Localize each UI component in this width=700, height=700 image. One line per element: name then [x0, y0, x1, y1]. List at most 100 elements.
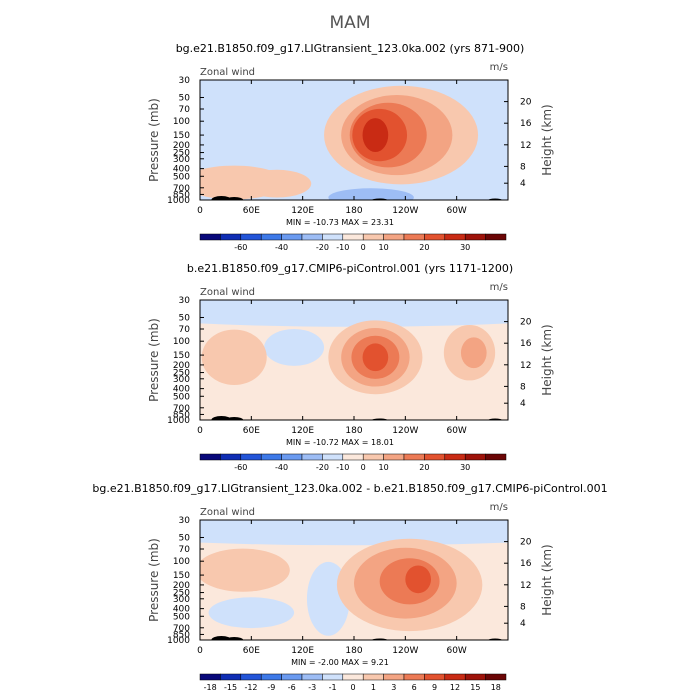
y-tick-label: 250 — [173, 149, 190, 159]
y-tick-label: 250 — [173, 369, 190, 379]
y-axis-label: Pressure (mb) — [147, 318, 161, 402]
x-tick-label: 120W — [392, 646, 418, 656]
x-tick-label: 60W — [446, 426, 466, 436]
colorbar-label: 9 — [432, 683, 437, 692]
colorbar-label: -12 — [244, 683, 257, 692]
y-tick-label: 100 — [173, 337, 190, 347]
colorbar-label: -40 — [275, 243, 288, 252]
y-right-tick-label: 12 — [520, 141, 531, 151]
colorbar-label: -10 — [336, 463, 349, 472]
contour-region — [362, 343, 389, 372]
colorbar-label: 1 — [371, 683, 376, 692]
colorbar-swatch — [403, 453, 425, 461]
colorbar-swatch — [281, 233, 303, 241]
colorbar-swatch — [260, 453, 282, 461]
y-tick-label: 500 — [173, 392, 190, 402]
colorbar-label: 30 — [460, 463, 470, 472]
y-tick-label: 200 — [173, 581, 190, 591]
y-tick-label: 50 — [179, 93, 191, 103]
y-right-tick-label: 16 — [520, 339, 532, 349]
x-tick-label: 120W — [392, 206, 418, 216]
stats-label: MIN = -2.00 MAX = 9.21 — [291, 658, 389, 667]
colorbar-swatch — [424, 233, 446, 241]
topography — [225, 637, 244, 640]
colorbar-swatch — [281, 453, 303, 461]
variable-label: Zonal wind — [200, 287, 255, 298]
panel-title: bg.e21.B1850.f09_g17.LIGtransient_123.0k… — [92, 482, 607, 495]
colorbar-swatch — [403, 673, 425, 681]
colorbar-label: 30 — [460, 243, 470, 252]
y-tick-label: 50 — [179, 313, 191, 323]
y-tick-label: 1000 — [167, 196, 190, 206]
colorbar-label: 15 — [470, 683, 480, 692]
colorbar-swatch — [220, 233, 242, 241]
y-tick-label: 30 — [179, 516, 191, 526]
y-tick-label: 400 — [173, 605, 190, 615]
y-tick-label: 1000 — [167, 636, 190, 646]
units-label: m/s — [490, 502, 508, 513]
y-tick-label: 850 — [173, 190, 190, 200]
y-right-tick-label: 16 — [520, 559, 532, 569]
y-right-tick-label: 4 — [520, 399, 526, 409]
colorbar-swatch — [342, 673, 364, 681]
colorbar-swatch — [301, 453, 323, 461]
y-right-tick-label: 20 — [520, 98, 532, 108]
panel-title: b.e21.B1850.f09_g17.CMIP6-piControl.001 … — [187, 262, 513, 275]
colorbar-swatch — [485, 673, 507, 681]
colorbar-swatch — [485, 233, 507, 241]
colorbar-swatch — [424, 673, 446, 681]
colorbar-swatch — [362, 453, 384, 461]
x-tick-label: 180 — [345, 426, 362, 436]
y-right-tick-label: 8 — [520, 602, 526, 612]
contour-region — [460, 337, 487, 369]
colorbar-label: -18 — [204, 683, 217, 692]
y-tick-label: 300 — [173, 595, 190, 605]
contour-region — [362, 118, 389, 153]
colorbar-label: 20 — [419, 463, 429, 472]
y-axis-label: Pressure (mb) — [147, 538, 161, 622]
topography — [225, 417, 244, 420]
colorbar-swatch — [240, 453, 262, 461]
contour-region — [208, 597, 295, 629]
y-right-tick-label: 20 — [520, 538, 532, 548]
stats-label: MIN = -10.73 MAX = 23.31 — [286, 218, 394, 227]
colorbar-label: -40 — [275, 463, 288, 472]
colorbar-swatch — [260, 673, 282, 681]
x-tick-label: 60E — [243, 646, 260, 656]
colorbar-label: -20 — [316, 463, 329, 472]
colorbar-swatch — [383, 453, 405, 461]
colorbar-swatch — [464, 233, 486, 241]
x-tick-label: 0 — [197, 426, 203, 436]
colorbar-swatch — [301, 673, 323, 681]
colorbar-swatch — [240, 673, 262, 681]
y-right-axis-label: Height (km) — [540, 104, 554, 175]
y-tick-label: 300 — [173, 375, 190, 385]
colorbar-swatch — [424, 453, 446, 461]
colorbar-swatch — [322, 453, 344, 461]
chart-panel-3: bg.e21.B1850.f09_g17.LIGtransient_123.0k… — [92, 482, 607, 692]
colorbar-label: 6 — [412, 683, 417, 692]
colorbar-label: 0 — [361, 463, 366, 472]
contour-region — [200, 520, 508, 546]
y-tick-label: 70 — [179, 105, 191, 115]
field-layer — [200, 520, 508, 640]
colorbar-swatch — [199, 453, 221, 461]
colorbar-swatch — [301, 233, 323, 241]
y-tick-label: 100 — [173, 117, 190, 127]
colorbar-swatch — [362, 673, 384, 681]
topography — [225, 197, 244, 200]
variable-label: Zonal wind — [200, 507, 255, 518]
colorbar-label: -3 — [308, 683, 316, 692]
y-right-tick-label: 12 — [520, 361, 531, 371]
colorbar-swatch — [444, 673, 466, 681]
colorbar-label: 18 — [491, 683, 501, 692]
y-tick-label: 700 — [173, 184, 190, 194]
variable-label: Zonal wind — [200, 67, 255, 78]
y-tick-label: 150 — [173, 351, 190, 361]
y-tick-label: 850 — [173, 410, 190, 420]
colorbar-label: -20 — [316, 243, 329, 252]
y-tick-label: 400 — [173, 165, 190, 175]
y-tick-label: 30 — [179, 76, 191, 86]
y-right-axis-label: Height (km) — [540, 324, 554, 395]
